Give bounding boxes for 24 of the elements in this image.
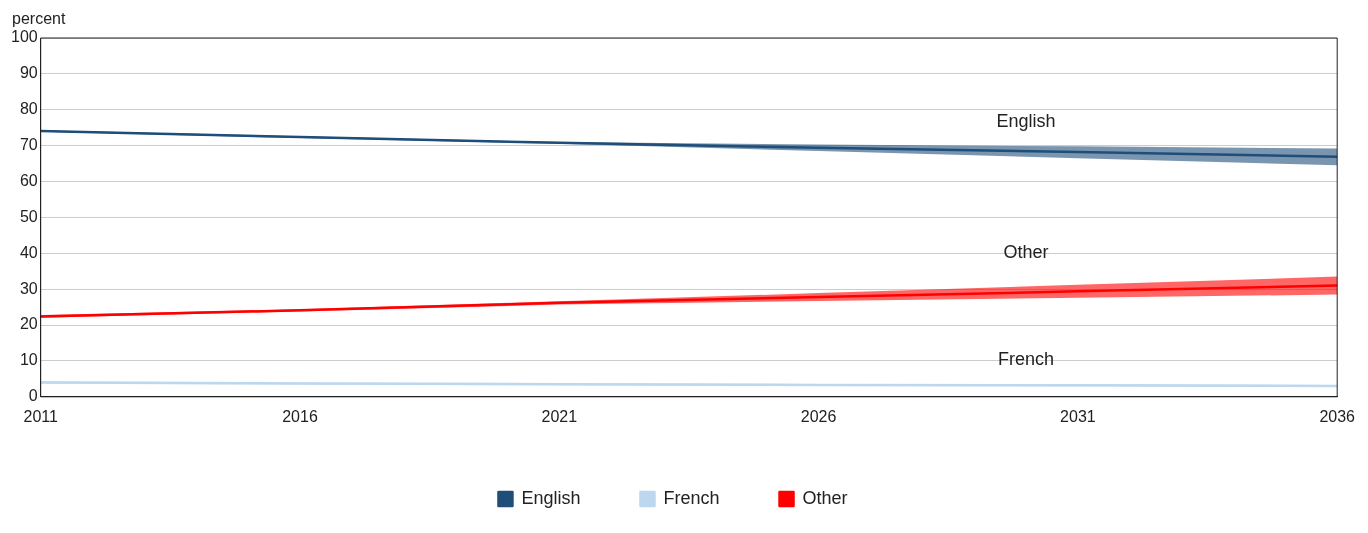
y-axis-title: percent	[12, 10, 66, 28]
x-tick-label: 2021	[541, 407, 578, 425]
y-tick-label: 30	[19, 279, 38, 297]
text: French	[998, 349, 1055, 370]
y-tick-label: 100	[10, 28, 38, 46]
y-tick-label: 20	[19, 315, 38, 333]
legend-label: Other	[802, 487, 848, 508]
x-tick-label: 2036	[1319, 407, 1356, 425]
y-tick-label: 50	[19, 207, 38, 225]
legend-label: English	[521, 487, 581, 508]
y-tick-label: 40	[19, 243, 38, 261]
x-tick-label: 2031	[1060, 407, 1096, 425]
legend-label: French	[663, 487, 720, 508]
x-tick-label: 2016	[282, 407, 318, 425]
text: Other	[1003, 241, 1049, 262]
y-tick-label: 90	[19, 64, 38, 82]
text: English	[996, 111, 1056, 132]
y-tick-label: 80	[19, 100, 38, 118]
y-tick-label: 60	[19, 171, 38, 189]
x-tick-label: 2011	[23, 407, 58, 425]
y-tick-label: 0	[28, 387, 38, 405]
y-tick-label: 70	[19, 136, 38, 154]
x-tick-label: 2026	[800, 407, 837, 425]
y-tick-label: 10	[19, 351, 38, 369]
